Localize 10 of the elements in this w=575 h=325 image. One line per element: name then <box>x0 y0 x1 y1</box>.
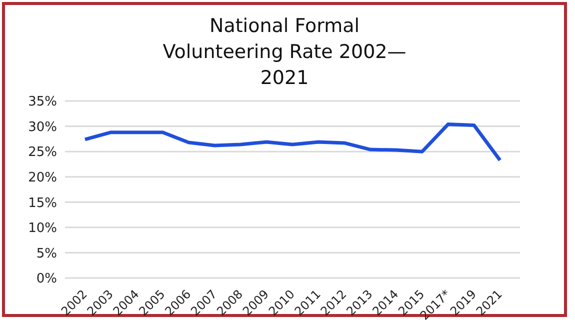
y-tick-label: 10% <box>28 221 57 236</box>
y-tick-label: 20% <box>28 170 57 186</box>
chart-title: National Formal Volunteering Rate 2002—2021 <box>162 14 408 91</box>
y-tick-label: 15% <box>28 196 57 211</box>
y-tick-label: 30% <box>28 120 57 135</box>
y-tick-label: 5% <box>36 246 57 262</box>
line-series <box>83 122 502 162</box>
y-tick-label: 35% <box>28 94 57 110</box>
y-tick-label: 25% <box>28 145 57 160</box>
y-tick-label: 0% <box>36 272 57 287</box>
